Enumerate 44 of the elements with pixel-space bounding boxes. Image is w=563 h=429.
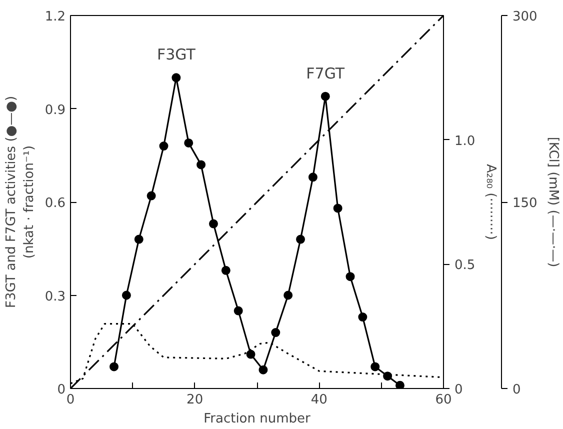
y2-axis-title: A₂₈₀ (·········) — [483, 164, 498, 240]
x-tick-label: 20 — [186, 392, 204, 408]
x-axis-title: Fraction number — [204, 412, 312, 426]
point — [221, 266, 230, 275]
y2-tick-label: 0.5 — [454, 258, 476, 274]
point — [320, 92, 330, 101]
x-tick-label: 40 — [310, 392, 328, 408]
y-tick-label: 0 — [57, 382, 66, 398]
y3-tick-label: 300 — [512, 10, 538, 24]
point — [308, 172, 318, 182]
point — [122, 290, 131, 300]
annotation: F7GT — [306, 64, 346, 82]
point — [370, 362, 380, 372]
point — [383, 372, 392, 381]
y2-tick-label: 0 — [454, 382, 463, 398]
point — [110, 362, 119, 372]
point — [134, 234, 144, 244]
y2-tick-label: 1.0 — [454, 134, 476, 149]
point — [395, 380, 404, 388]
point — [234, 306, 243, 316]
point — [172, 73, 181, 82]
y-axis-title: F3GT and F7GT activities (●—●) (nkat · fraction⁻¹) — [4, 96, 37, 308]
point — [246, 350, 256, 359]
point — [196, 160, 206, 170]
point — [184, 138, 194, 148]
point — [146, 191, 156, 200]
y3-tick-label: 0 — [512, 382, 521, 398]
y3-axis-title: [KCl] (mM) (—·—·—) — [545, 136, 560, 268]
point — [284, 290, 293, 300]
x-tick-label: 60 — [435, 392, 452, 408]
point — [159, 142, 168, 151]
point — [296, 234, 306, 244]
point — [346, 272, 355, 282]
point — [333, 204, 342, 213]
y-tick-label: 0.3 — [44, 289, 66, 304]
point — [271, 328, 280, 338]
point — [258, 365, 268, 374]
y-tick-label: 0.6 — [44, 196, 66, 211]
y3-tick-label: 150 — [512, 196, 538, 211]
point — [208, 219, 218, 228]
y-tick-label: 0.9 — [44, 102, 66, 118]
annotation: F3GT — [156, 46, 196, 64]
point — [358, 312, 368, 322]
y-tick-label: 1.2 — [44, 10, 66, 24]
